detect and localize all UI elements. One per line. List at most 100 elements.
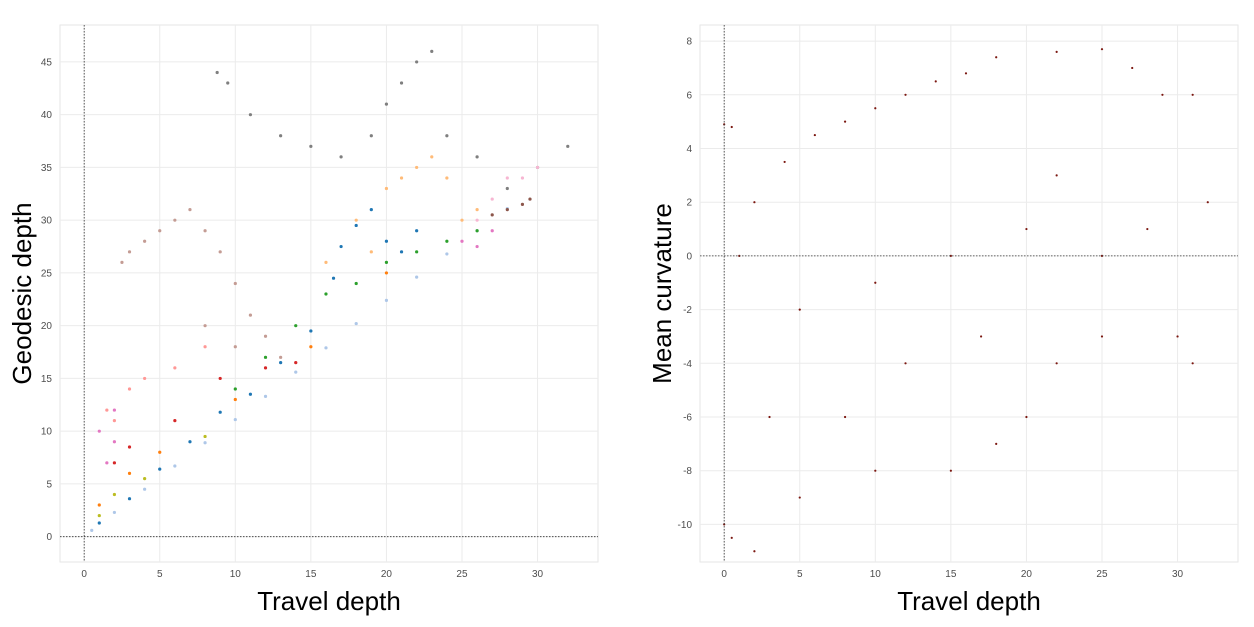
geodesic-data-point [248,113,253,117]
geodesic-data-point [505,176,509,180]
geodesic-data-point [520,202,525,206]
geodesic-data-point [127,250,132,254]
geodesic-data-point [505,186,509,191]
geodesic-data-point [203,345,207,349]
geodesic-data-point [112,461,117,465]
curvature-data-point [753,201,756,204]
geodesic-data-point [384,186,389,191]
geodesic-data-point [127,471,132,475]
geodesic-series-5 [233,229,479,391]
geodesic-series-10 [490,197,532,217]
curvature-data-point [874,469,877,472]
geodesic-data-point [566,144,570,148]
geodesic-data-point [384,271,389,275]
geodesic-data-point [384,298,389,302]
curvature-data-point [813,133,816,137]
geodesic-data-point [233,397,237,402]
curvature-data-point [979,335,983,338]
geodesic-data-point [384,260,389,264]
curvature-y-axis-title: Mean curvature [647,203,677,384]
geodesic-data-point [173,419,177,423]
geodesic-data-point [384,102,389,106]
geodesic-data-point [127,497,132,501]
geodesic-data-point [415,275,419,279]
geodesic-series-11 [97,271,389,507]
geodesic-y-tick-label: 0 [46,532,52,543]
geodesic-data-point [173,218,177,222]
curvature-data-point [874,107,877,110]
curvature-data-point [783,160,786,164]
geodesic-data-point [294,324,298,328]
curvature-y-tick-label: -4 [683,359,692,370]
geodesic-x-tick-label: 25 [456,569,468,580]
geodesic-x-tick-label: 0 [81,569,87,580]
curvature-y-tick-label: 4 [686,144,692,155]
curvature-data-point [964,72,968,75]
geodesic-data-point [331,276,336,280]
geodesic-data-point [112,440,117,444]
geodesic-x-tick-label: 10 [230,569,242,580]
geodesic-data-point [475,208,479,212]
geodesic-x-tick-label: 5 [157,569,163,580]
geodesic-data-point [354,321,358,326]
curvature-series-0 [723,48,1209,553]
curvature-data-point [949,469,952,472]
curvature-data-point [1055,362,1058,365]
mean-curvature-plot-svg: 0 5 10 15 20 25 30 -10 -8 -6 -4 -2 0 2 4 6 8 Travel depth… [647,24,1239,616]
curvature-y-tick-label: -6 [683,413,692,424]
geodesic-depth-chart: 0 5 10 15 20 25 30 0 5 10 15 20 25 30 35 40 45 Travel dep… [0,0,627,622]
curvature-data-point [1176,335,1179,338]
geodesic-data-point [279,134,283,138]
geodesic-series-1 [97,208,419,525]
geodesic-data-point [218,410,222,414]
geodesic-data-point [127,445,132,449]
geodesic-data-point [445,239,449,243]
curvature-data-point [730,125,733,129]
geodesic-depth-plot-svg: 0 5 10 15 20 25 30 0 5 10 15 20 25 30 35 40 45 Travel dep… [7,24,599,616]
curvature-data-point [934,80,937,83]
curvature-data-point [995,442,998,445]
geodesic-data-point [279,355,283,359]
geodesic-data-point [263,355,268,359]
geodesic-data-point [505,208,509,212]
geodesic-y-tick-label: 20 [41,321,53,332]
curvature-data-point [798,308,801,311]
geodesic-data-point [415,165,419,170]
geodesic-series-3 [120,208,283,359]
geodesic-data-point [233,387,237,391]
curvature-x-tick-label: 25 [1096,569,1108,580]
geodesic-series-6 [112,361,298,465]
geodesic-data-point [475,155,479,159]
geodesic-data-point [520,176,525,180]
geodesic-data-point [460,239,464,243]
geodesic-data-point [143,477,147,481]
curvature-x-tick-label: 15 [945,569,957,580]
geodesic-data-point [188,208,192,212]
geodesic-data-point [528,197,532,201]
geodesic-series-7 [97,229,494,465]
geodesic-data-point [430,49,434,53]
mean-curvature-chart: 0 5 10 15 20 25 30 -10 -8 -6 -4 -2 0 2 4 6 8 Travel depth… [627,0,1254,622]
geodesic-series-4 [324,155,479,264]
geodesic-data-point [294,370,298,374]
geodesic-data-point [445,134,449,138]
geodesic-data-point [415,229,419,233]
geodesic-data-point [263,394,268,398]
geodesic-data-point [158,467,162,471]
geodesic-data-point [430,155,434,159]
geodesic-data-point [233,417,237,422]
geodesic-data-point [339,155,343,159]
geodesic-data-point [233,281,237,286]
geodesic-data-point [369,208,373,212]
geodesic-data-point [263,366,268,370]
curvature-x-tick-label: 30 [1172,569,1184,580]
geodesic-data-point [399,250,404,254]
geodesic-data-point [203,229,207,233]
geodesic-data-point [294,361,298,365]
geodesic-data-point [309,329,313,333]
curvature-x-tick-label: 20 [1021,569,1033,580]
curvature-y-tick-label: 6 [686,90,692,101]
geodesic-data-point [143,376,147,381]
geodesic-data-point [263,334,268,338]
geodesic-data-point [460,218,464,222]
